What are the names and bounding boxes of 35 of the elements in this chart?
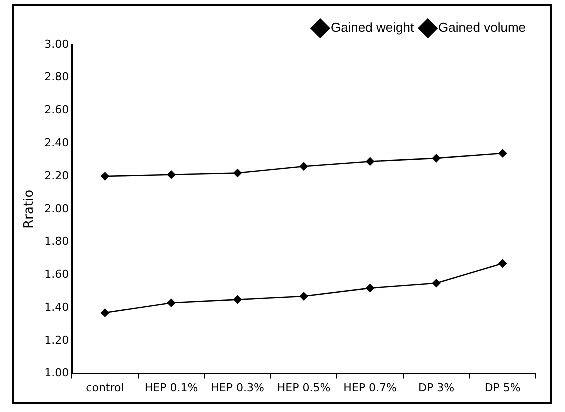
y-tick-label: 2.00 bbox=[44, 202, 70, 216]
point bbox=[300, 292, 308, 301]
point bbox=[366, 158, 374, 166]
point bbox=[498, 149, 508, 158]
y-tick-label: 1.80 bbox=[44, 235, 70, 248]
y-axis-title: Rratio bbox=[22, 190, 38, 229]
point bbox=[167, 170, 176, 180]
y-tick-label: 1.00 bbox=[44, 366, 70, 380]
x-tick-label: HEP 0.7% bbox=[344, 381, 397, 394]
legend-label: Gained volume bbox=[438, 20, 526, 36]
y-tick-label: 1.40 bbox=[44, 300, 70, 314]
y-tick-label: 2.80 bbox=[44, 70, 70, 84]
legend-label: Gained weight bbox=[330, 20, 414, 36]
point bbox=[234, 296, 242, 304]
x-tick-label: HEP 0.3% bbox=[211, 381, 264, 394]
x-tick-label: control bbox=[86, 381, 124, 394]
x-tick-label: HEP 0.5% bbox=[277, 381, 331, 394]
y-tick-label: 2.20 bbox=[44, 169, 70, 182]
point bbox=[432, 154, 441, 163]
point bbox=[366, 284, 374, 292]
y-tick-label: 3.00 bbox=[44, 38, 70, 51]
point bbox=[300, 162, 308, 171]
point bbox=[101, 172, 110, 181]
x-tick-label: HEP 0.1% bbox=[144, 381, 198, 394]
x-tick-label: DP 3% bbox=[418, 381, 455, 394]
y-tick-label: 2.60 bbox=[44, 104, 70, 117]
point bbox=[498, 260, 508, 268]
y-tick-label: 2.40 bbox=[44, 136, 70, 150]
point bbox=[101, 308, 110, 318]
point bbox=[167, 298, 176, 308]
x-tick-label: DP 5% bbox=[484, 381, 521, 394]
y-tick-label: 1.20 bbox=[44, 334, 70, 347]
point bbox=[432, 279, 441, 288]
point bbox=[234, 169, 242, 178]
y-tick-label: 1.60 bbox=[44, 268, 70, 282]
